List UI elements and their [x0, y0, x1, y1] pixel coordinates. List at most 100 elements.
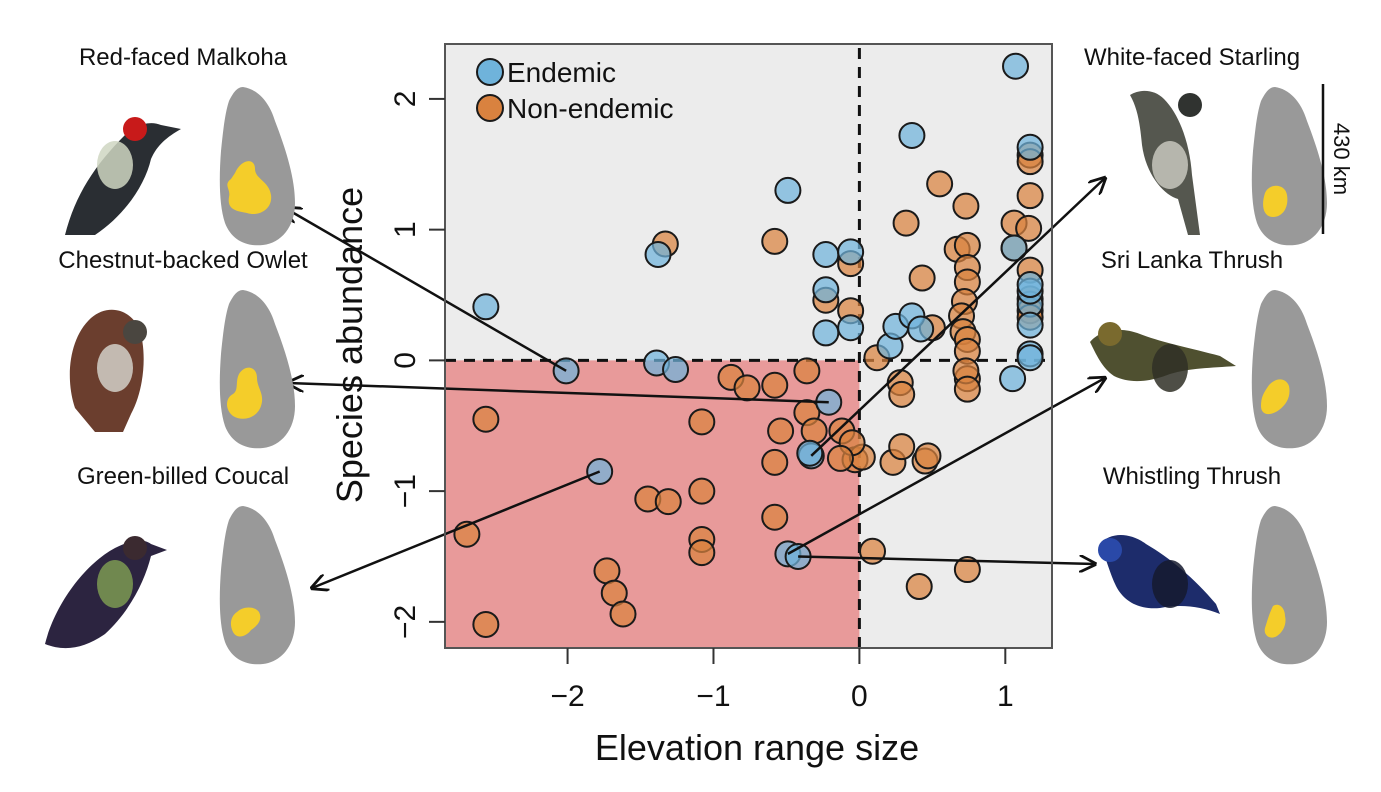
species-range	[1263, 185, 1288, 217]
non-endemic-point-54	[767, 417, 795, 445]
sri-lanka-map	[219, 290, 295, 449]
legend-label-non-endemic: Non-endemic	[507, 93, 674, 124]
bird-head-patch	[123, 320, 147, 344]
non-endemic-point-5	[926, 170, 954, 198]
species-range	[1264, 604, 1286, 638]
x-tick-label-2: 0	[851, 680, 868, 713]
bird-photo	[1130, 90, 1202, 236]
annotation-arrow-green-billed-coucal	[312, 470, 601, 588]
y-tick-label-2: 0	[389, 352, 422, 369]
species-panel-white-faced-starling: White-faced Starling	[1084, 44, 1327, 246]
non-endemic-point-38	[888, 433, 916, 461]
non-endemic-point-12	[1015, 214, 1043, 242]
species-name-label: Sri Lanka Thrush	[1101, 247, 1283, 274]
sri-lanka-map	[1251, 87, 1327, 246]
sri-lanka-map	[1251, 506, 1327, 665]
y-axis-title: Species abundance	[329, 187, 370, 503]
endemic-point-12	[662, 356, 690, 384]
non-endemic-point-50	[688, 477, 716, 505]
reference-lines	[445, 48, 1048, 648]
non-endemic-point-41	[859, 537, 887, 565]
legend-marker-non-endemic	[476, 94, 504, 122]
non-endemic-point-49	[688, 408, 716, 436]
bird-head-patch	[123, 117, 147, 141]
species-panel-whistling-thrush: Whistling Thrush	[1098, 463, 1327, 665]
species-panels: Red-faced Malkoha Chestnut-backed Owlet Gr…	[45, 44, 1354, 665]
non-endemic-point-6	[952, 192, 980, 220]
y-tick-label-4: 2	[389, 91, 422, 108]
endemic-point-30	[1000, 234, 1028, 262]
species-range	[227, 367, 263, 419]
non-endemic-point-64	[688, 539, 716, 567]
non-endemic-point-34	[953, 375, 981, 403]
bird-photo	[1098, 535, 1220, 614]
endemic-point-1	[898, 122, 926, 150]
bird-head-patch	[1178, 93, 1202, 117]
x-tick-label-1: −1	[696, 680, 730, 713]
non-endemic-point-62	[761, 503, 789, 531]
non-endemic-point-61	[654, 488, 682, 516]
species-panel-sri-lanka-thrush: Sri Lanka Thrush	[1090, 247, 1327, 449]
y-tick-label-3: 1	[389, 221, 422, 238]
endemic-point-7	[812, 319, 840, 347]
non-endemic-point-48	[733, 374, 761, 402]
non-endemic-point-1	[761, 227, 789, 255]
endemic-point-8	[837, 314, 865, 342]
species-range	[1261, 379, 1290, 415]
non-endemic-point-43	[953, 556, 981, 584]
non-endemic-point-40	[914, 442, 942, 470]
non-endemic-point-8	[908, 264, 936, 292]
non-endemic-point-46	[472, 610, 500, 638]
range-map	[219, 87, 295, 246]
non-endemic-point-56	[800, 417, 828, 445]
scale-bar-label: 430 km	[1329, 123, 1354, 195]
bird-photo	[45, 536, 167, 649]
endemic-point-29	[1016, 133, 1044, 161]
species-range	[227, 161, 272, 215]
plot-frame	[444, 43, 1053, 649]
non-endemic-point-67	[609, 600, 637, 628]
axes: −2 −1 0 1 −2 −1 0 1 2	[389, 43, 1053, 713]
species-name-label: Red-faced Malkoha	[79, 44, 288, 71]
x-axis-title: Elevation range size	[595, 727, 919, 768]
species-range	[230, 607, 261, 637]
endemic-point-28	[1016, 344, 1044, 372]
bird-photo	[65, 117, 181, 235]
species-name-label: Whistling Thrush	[1103, 463, 1281, 490]
y-tick-label-1: −1	[389, 474, 422, 508]
legend: Endemic Non-endemic	[476, 57, 674, 124]
species-panel-chestnut-backed-owlet: Chestnut-backed Owlet	[58, 247, 308, 449]
sri-lanka-map	[219, 506, 295, 665]
bird-breast	[97, 141, 133, 189]
species-name-label: Green-billed Coucal	[77, 463, 289, 490]
non-endemic-point-10	[1016, 182, 1044, 210]
non-endemic-point-7	[892, 209, 920, 237]
bird-breast	[1152, 344, 1188, 392]
bird-head-patch	[123, 536, 147, 560]
species-panel-red-faced-malkoha: Red-faced Malkoha	[65, 44, 295, 246]
bird-breast	[1152, 141, 1188, 189]
non-endemic-point-52	[793, 357, 821, 385]
endemic-point-26	[1016, 311, 1044, 339]
x-tick-label-0: −2	[550, 680, 584, 713]
endemic-point-9	[472, 293, 500, 321]
bird-breast	[97, 344, 133, 392]
non-endemic-point-55	[761, 448, 789, 476]
non-endemic-point-31	[888, 380, 916, 408]
non-endemic-point-65	[593, 557, 621, 585]
endemic-point-6	[812, 276, 840, 304]
non-endemic-point-44	[472, 405, 500, 433]
annotation-arrow-red-faced-malkoha	[285, 208, 567, 372]
bird-head-patch	[1098, 322, 1122, 346]
species-name-label: White-faced Starling	[1084, 44, 1300, 71]
x-tick-label-3: 1	[997, 680, 1014, 713]
endemic-point-5	[837, 238, 865, 266]
non-endemic-point-51	[761, 371, 789, 399]
non-endemic-point-42	[905, 573, 933, 601]
endemic-point-31	[1016, 271, 1044, 299]
bird-photo	[69, 309, 147, 432]
endemic-point-3	[644, 240, 672, 268]
sri-lanka-map	[219, 87, 295, 246]
non-endemic-point-59	[826, 444, 854, 472]
range-map	[1251, 506, 1327, 665]
